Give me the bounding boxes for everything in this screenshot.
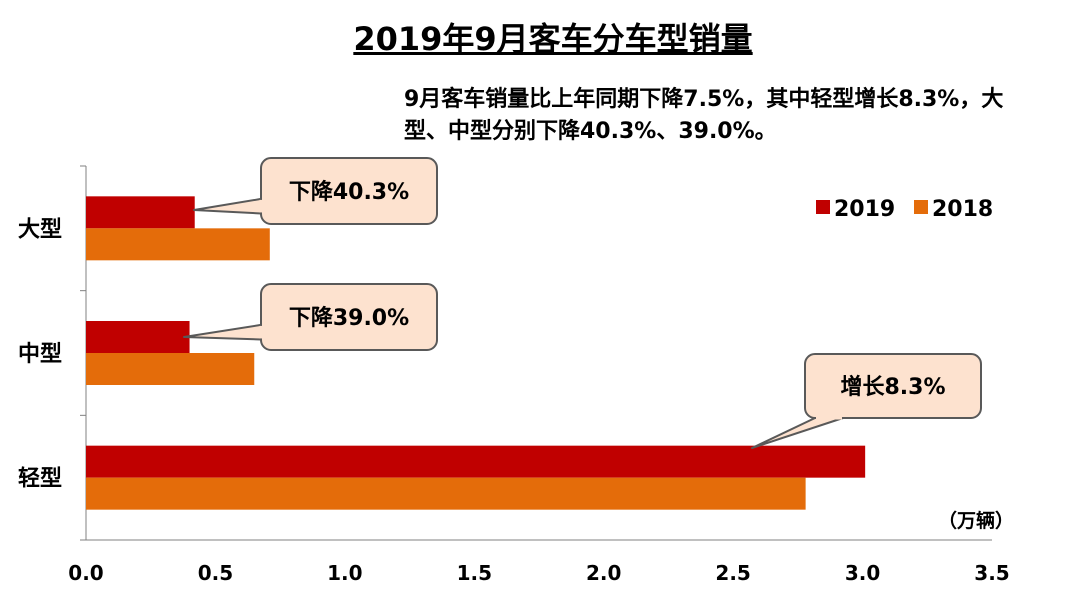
category-label: 轻型 (18, 466, 62, 492)
unit-label: （万辆） (938, 510, 1015, 532)
x-tick-label: 1.0 (327, 561, 362, 585)
x-tick-label: 2.0 (586, 561, 621, 585)
callout-pointer (183, 323, 262, 341)
x-tick-label: 3.0 (845, 561, 880, 585)
x-tick-label: 2.5 (715, 561, 750, 585)
x-tick-label: 0.0 (68, 561, 103, 585)
x-tick-label: 1.5 (457, 561, 492, 585)
category-label: 大型 (18, 217, 62, 242)
bar-2019-1 (86, 321, 190, 353)
callout-box (260, 283, 438, 351)
chart-note: 9月客车销量比上年同期下降7.5%，其中轻型增长8.3%，大型、中型分别下降40… (404, 87, 1004, 144)
chart-title: 2019年9月客车分车型销量 (353, 20, 753, 58)
bar-2018-2 (86, 477, 806, 510)
x-tick-label: 3.5 (974, 561, 1009, 585)
bar-2018-0 (86, 228, 270, 261)
callout-label: 下降40.3% (289, 180, 409, 205)
callout-box (804, 353, 982, 419)
bar-2019-2 (86, 445, 866, 478)
bar-2018-1 (86, 353, 255, 385)
x-tick-label: 0.5 (198, 561, 233, 585)
category-label: 中型 (18, 342, 62, 367)
callout-label: 下降39.0% (289, 306, 409, 331)
bar-2019-0 (86, 196, 195, 229)
callout-pointer (751, 417, 844, 449)
callout-pointer (193, 197, 262, 215)
callout-box (260, 157, 438, 225)
legend-swatch-2019 (816, 200, 830, 214)
callout-label: 增长8.3% (840, 374, 945, 400)
legend-label-2019: 2019 (834, 197, 895, 222)
legend-label-2018: 2018 (932, 197, 993, 222)
legend-swatch-2018 (914, 200, 928, 214)
